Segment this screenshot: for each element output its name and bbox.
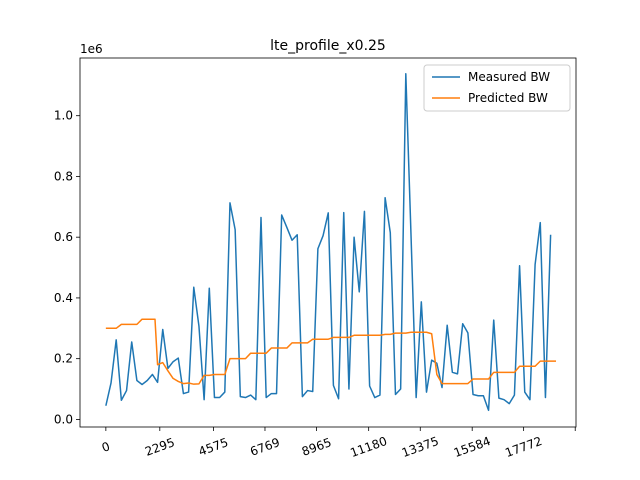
series-line-1 (105, 318, 557, 385)
chart-legend: Measured BW Predicted BW (423, 64, 571, 112)
y-tick-label: 0.0 (54, 412, 73, 426)
y-tick-label: 1.0 (54, 109, 73, 123)
y-tick-label: 0.4 (54, 291, 73, 305)
y-tick-label: 0.2 (54, 352, 73, 366)
y-offset-label: 1e6 (80, 42, 103, 56)
axes-frame (79, 57, 577, 428)
legend-box (423, 64, 571, 112)
chart-title: lte_profile_x0.25 (270, 38, 386, 54)
x-tick-label: 0 (100, 439, 112, 455)
y-tick-label: 0.6 (54, 230, 73, 244)
y-tick-label: 0.8 (54, 169, 73, 183)
legend-label-0: Measured BW (468, 70, 550, 84)
legend-label-1: Predicted BW (468, 91, 548, 105)
series-line-0 (105, 73, 552, 412)
